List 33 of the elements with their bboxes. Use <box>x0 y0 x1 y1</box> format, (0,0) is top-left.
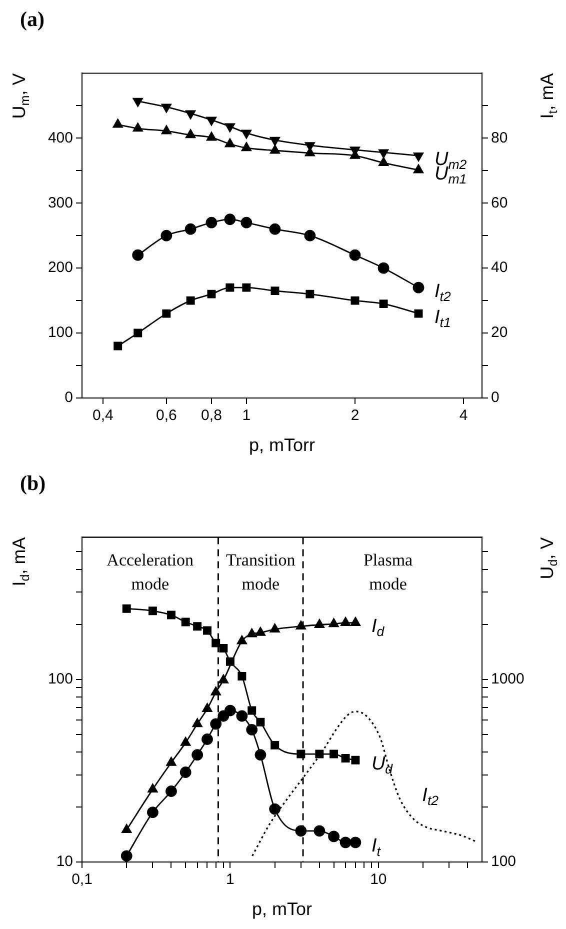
x-tick-label: 1 <box>242 407 251 424</box>
y2-tick-label: 80 <box>491 129 508 146</box>
annotation: Acceleration mode <box>106 550 194 594</box>
y-tick-label: 10 <box>56 853 73 870</box>
y2-tick-label: 60 <box>491 194 508 212</box>
y-tick-label: 100 <box>48 324 73 342</box>
y-tick-label: 100 <box>48 670 73 688</box>
x-tick-label: 0,6 <box>156 407 177 424</box>
y-tick-label: 300 <box>48 194 73 212</box>
y-tick-label: 400 <box>48 129 73 146</box>
y-axis-title: Ud, V <box>536 537 560 580</box>
x-tick-label: 2 <box>350 407 360 424</box>
annotation: Transition mode <box>226 550 296 594</box>
annotation: Plasma mode <box>363 550 414 594</box>
y-axis-title: Id, mA <box>8 537 32 586</box>
chart-title: (b) <box>20 471 46 496</box>
y2-tick-label: 40 <box>491 259 508 276</box>
x-axis-title: p, mTorr <box>248 434 316 455</box>
x-tick-label: 0,4 <box>92 407 114 424</box>
x-tick-label: 10 <box>370 871 387 888</box>
x-tick-label: 1 <box>226 871 234 888</box>
y-tick-label: 1000 <box>491 670 524 688</box>
x-tick-label: 0,1 <box>72 871 92 888</box>
x-tick-label: 0,8 <box>201 407 222 424</box>
y2-tick-label: 20 <box>491 324 508 342</box>
y-tick-label: 200 <box>48 259 73 276</box>
y-tick-label: 0 <box>64 389 73 406</box>
x-tick-label: 4 <box>459 407 468 424</box>
y-axis-title: Um, V <box>8 73 32 119</box>
chart-title: (a) <box>20 7 44 32</box>
y-tick-label: 100 <box>491 853 516 870</box>
x-axis-title: p, mTor <box>252 898 312 919</box>
y2-axis-title: It, mA <box>536 73 560 119</box>
